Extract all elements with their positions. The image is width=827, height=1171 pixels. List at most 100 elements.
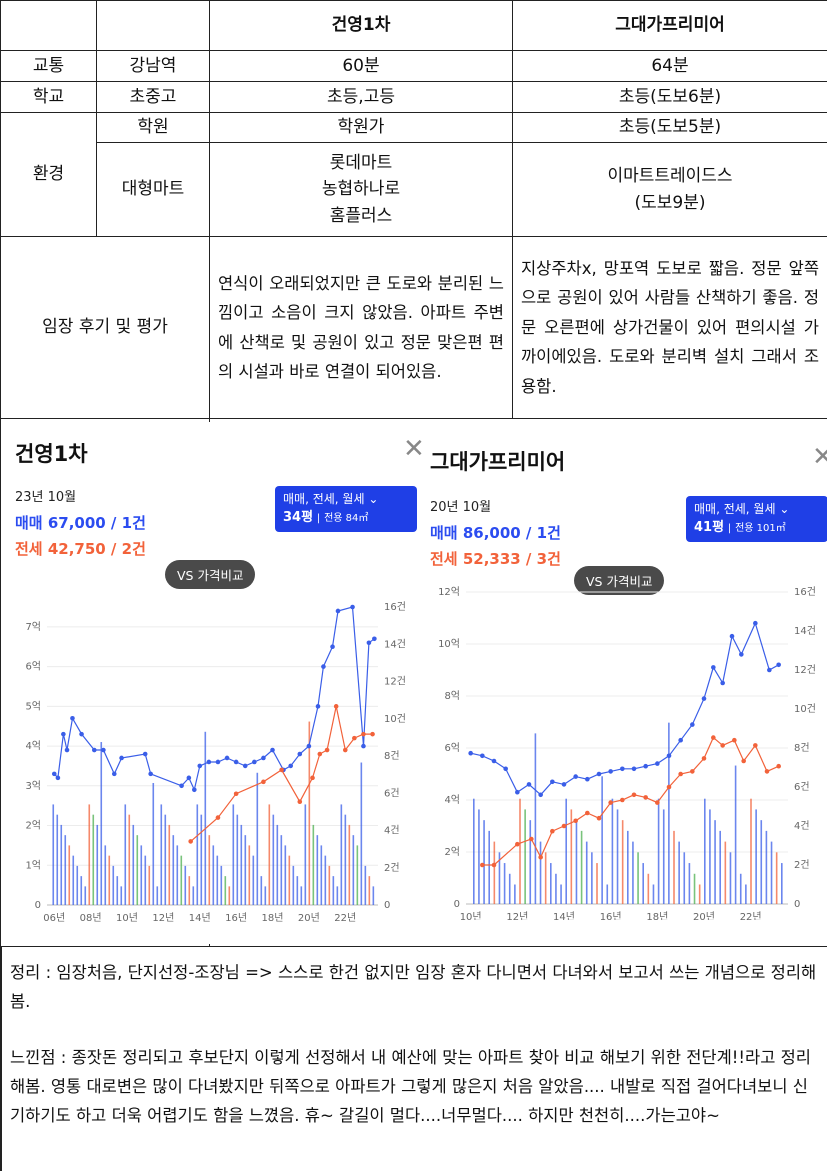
volume-bar (152, 783, 155, 905)
volume-bar (596, 863, 598, 904)
volume-bar (709, 809, 711, 904)
rent-point (324, 747, 330, 753)
volume-bar (668, 722, 670, 904)
sale-point (372, 636, 377, 642)
panel-a-date: 23년 10월 (15, 490, 77, 505)
volume-bar (204, 731, 207, 905)
rent-line (190, 706, 373, 842)
rent-point (631, 792, 637, 798)
volume-bar (92, 814, 95, 905)
y-right-tick: 0 (794, 899, 800, 910)
sale-point (538, 792, 543, 798)
volume-bar (136, 835, 139, 905)
rent-point (620, 797, 625, 803)
y-left-tick: 12억 (438, 586, 460, 598)
volume-bar (606, 884, 609, 904)
row-school-sub: 초중고 (96, 81, 210, 113)
volume-bar (698, 884, 701, 904)
x-tick: 20년 (693, 911, 715, 920)
volume-bar (172, 835, 175, 905)
sale-point (51, 771, 57, 777)
volume-bar (88, 804, 91, 905)
sale-point (215, 759, 221, 765)
sale-point (335, 608, 341, 614)
mart-a-line-1: 롯데마트 (329, 152, 393, 173)
sale-point (206, 759, 212, 765)
x-tick: 06년 (43, 912, 65, 922)
panel-b-filter-badge[interactable]: 매매, 전세, 월세 ⌄ 41평 | 전용 101㎡ (686, 496, 827, 542)
rent-point (370, 731, 375, 737)
volume-bar (316, 835, 319, 905)
volume-bar (276, 824, 279, 905)
panel-a-close-icon[interactable]: ✕ (403, 434, 425, 464)
rent-point (352, 735, 357, 741)
sale-point (179, 783, 184, 789)
y-right-tick: 14건 (794, 625, 816, 637)
summary-paragraph-2: 느낀점 : 종잣돈 정리되고 후보단지 이렇게 선정해서 내 예산에 맞는 아파… (10, 1047, 811, 1126)
volume-bar (188, 876, 191, 905)
panel-b-close-icon[interactable]: ✕ (812, 442, 827, 472)
sale-point (643, 763, 648, 769)
row-school-category: 학교 (0, 81, 97, 113)
volume-bar (72, 855, 75, 905)
sale-point (361, 743, 366, 749)
rent-point (491, 862, 497, 868)
sale-point (91, 747, 97, 753)
volume-bar (642, 863, 644, 904)
volume-bar (236, 814, 239, 905)
x-tick: 22년 (740, 911, 762, 920)
volume-bar (765, 830, 768, 904)
sale-point (468, 750, 473, 756)
rent-point (753, 743, 758, 748)
panel-a-filter-badge[interactable]: 매매, 전세, 월세 ⌄ 34평 | 전용 84㎡ (275, 486, 417, 532)
rent-point (741, 758, 746, 764)
volume-bar (760, 820, 763, 904)
y-right-tick: 2건 (794, 859, 810, 871)
sale-point (666, 753, 672, 759)
y-right-tick: 10건 (794, 703, 816, 715)
volume-bar (356, 845, 359, 905)
volume-bar (264, 886, 267, 905)
panel-a-vs-button[interactable]: VS 가격비교 (165, 560, 256, 589)
sale-point (288, 763, 294, 769)
rent-point (361, 731, 366, 737)
y-left-tick: 3억 (25, 780, 41, 792)
row-academy-a: 학원가 (209, 112, 513, 143)
y-right-tick: 12건 (384, 676, 406, 688)
row-transit-b: 64분 (512, 50, 827, 82)
volume-bar (80, 876, 83, 905)
sale-point (70, 715, 75, 721)
volume-bar (124, 804, 127, 905)
sale-point (197, 763, 203, 769)
sale-point (776, 662, 781, 668)
sale-point (480, 753, 485, 759)
panel-b-badge-type: 매매, 전세, 월세 (694, 502, 776, 516)
summary-notes: 정리 : 임장처음, 단지선정-조장님 => 스스로 한건 없지만 임장 혼자 … (10, 958, 818, 1157)
volume-bar (621, 820, 624, 904)
row-env-category: 환경 (0, 112, 97, 237)
volume-bar (252, 855, 255, 905)
mart-a-line-3: 홈플러스 (329, 205, 393, 226)
panel-a-title: 건영1차 (15, 442, 88, 466)
sale-point (79, 731, 84, 737)
price-panel-b: 그대가프리미어 ✕ 20년 10월 매매 86,000 / 1건 전세 52,3… (426, 428, 827, 944)
panel-a-sale: 매매 67,000 / 1건 (15, 514, 146, 532)
volume-bar (192, 886, 195, 905)
panel-b-vs-button[interactable]: VS 가격비교 (574, 566, 665, 595)
summary-paragraph-1: 정리 : 임장처음, 단지선정-조장님 => 스스로 한건 없지만 임장 혼자 … (10, 963, 817, 1012)
y-right-tick: 4건 (794, 820, 810, 832)
y-left-tick: 7억 (25, 621, 41, 633)
rent-point (643, 795, 648, 800)
volume-bar (308, 721, 311, 905)
volume-bar (144, 855, 147, 905)
volume-bar (478, 809, 480, 904)
volume-bar (519, 798, 521, 904)
volume-bar (200, 814, 203, 905)
y-left-tick: 5억 (25, 700, 41, 712)
y-left-tick: 10억 (438, 638, 460, 650)
sale-point (550, 779, 555, 785)
y-left-tick: 2억 (444, 846, 460, 858)
sale-point (655, 761, 660, 766)
rent-point (711, 735, 716, 740)
volume-bar (96, 824, 99, 905)
